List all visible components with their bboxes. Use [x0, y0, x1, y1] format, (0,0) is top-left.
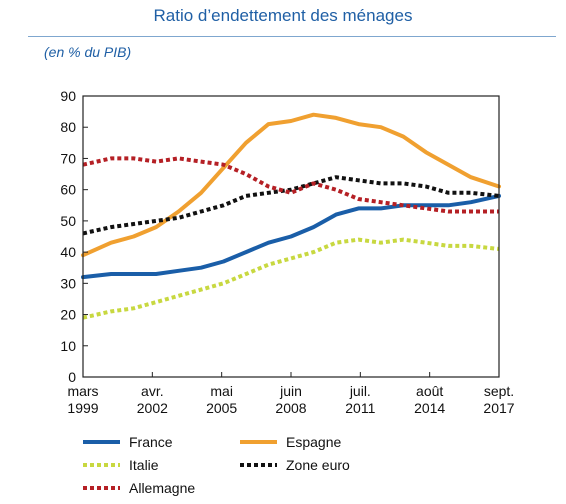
y-tick-label: 60 [60, 182, 76, 198]
y-tick-label: 0 [68, 369, 76, 385]
y-tick-label: 80 [60, 119, 76, 135]
x-tick-label: juil. [349, 383, 371, 399]
x-tick-label: sept. [484, 383, 514, 399]
x-tick-label: 2011 [345, 400, 375, 416]
legend-label-zone-euro: Zone euro [286, 457, 350, 473]
x-tick-label: 2014 [414, 400, 445, 416]
y-tick-label: 50 [60, 213, 76, 229]
y-tick-label: 30 [60, 275, 76, 291]
series-line-france [81, 193, 501, 280]
chart-title: Ratio d’endettement des ménages [153, 6, 413, 25]
legend-label-espagne: Espagne [286, 434, 341, 450]
series-line-italie [82, 237, 500, 320]
y-tick-label: 40 [60, 244, 76, 260]
x-tick-label: 2008 [275, 400, 306, 416]
y-axis-ticks: 0 10 20 30 40 50 60 70 80 90 [60, 88, 88, 385]
x-tick-label: 2005 [206, 400, 237, 416]
y-tick-label: 20 [60, 307, 76, 323]
x-tick-label: avr. [141, 383, 164, 399]
legend-label-italie: Italie [129, 457, 159, 473]
title-divider [28, 36, 556, 37]
x-tick-label: août [416, 383, 443, 399]
x-tick-label: 2017 [483, 400, 514, 416]
x-tick-label: 1999 [67, 400, 98, 416]
series-line-espagne [81, 112, 501, 258]
x-tick-label: juin [279, 383, 302, 399]
legend: France Espagne Italie Zone euro Allemagne [83, 434, 350, 496]
legend-label-france: France [129, 434, 173, 450]
chart-subtitle: (en % du PIB) [44, 44, 132, 60]
legend-label-allemagne: Allemagne [129, 480, 195, 496]
y-tick-label: 10 [60, 338, 76, 354]
y-tick-label: 70 [60, 150, 76, 166]
series-lines [81, 112, 501, 320]
x-tick-label: 2002 [137, 400, 168, 416]
x-tick-label: mai [210, 383, 233, 399]
x-tick-label: mars [67, 383, 98, 399]
y-tick-label: 90 [60, 88, 76, 104]
series-line-zone-euro [82, 175, 500, 236]
